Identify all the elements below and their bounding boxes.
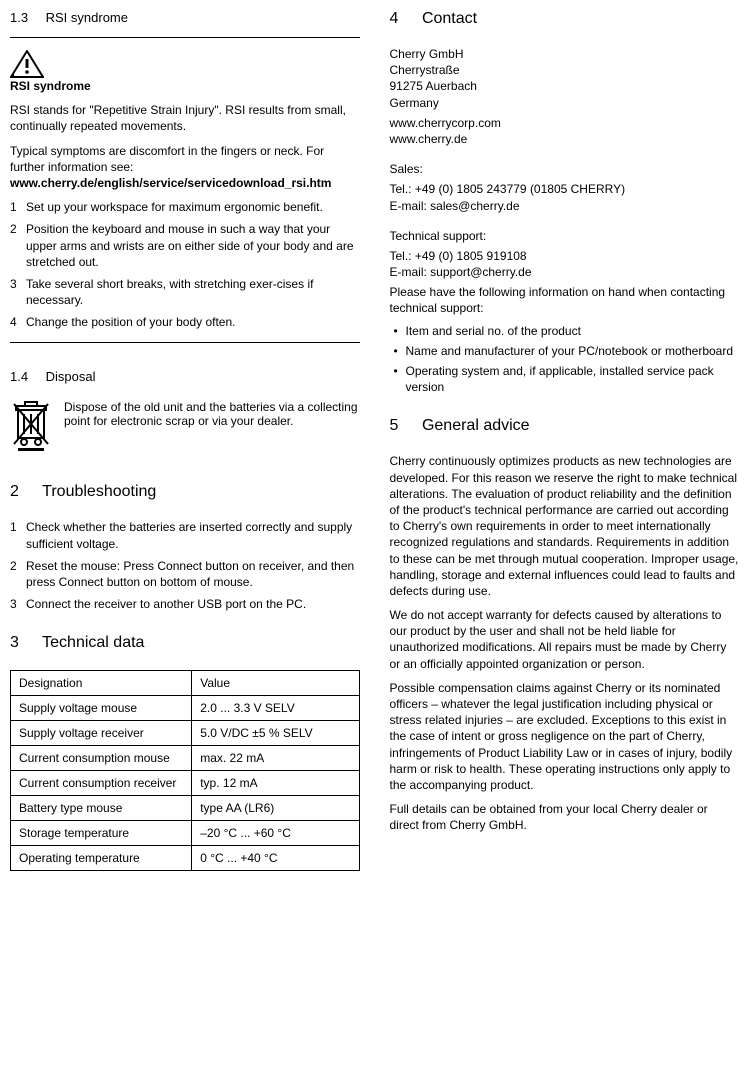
section-num: 5 — [390, 417, 418, 435]
section-title: Troubleshooting — [42, 483, 156, 500]
tech-support-bullets: Item and serial no. of the product Name a… — [390, 323, 740, 396]
table-cell: 0 °C ... +40 °C — [192, 846, 359, 871]
section-num: 4 — [390, 10, 418, 28]
table-cell: type AA (LR6) — [192, 796, 359, 821]
table-row: Operating temperature0 °C ... +40 °C — [11, 846, 360, 871]
table-row: Current consumption mousemax. 22 mA — [11, 746, 360, 771]
left-column: 1.3 RSI syndrome RSI syndrome RSI stands… — [10, 10, 360, 871]
advice-p1: Cherry continuously optimizes products a… — [390, 453, 740, 599]
tech-support-info: Please have the following information on… — [390, 284, 740, 316]
section-1-4-heading: 1.4 Disposal — [10, 369, 360, 384]
contact-address: Cherry GmbHCherrystraße91275 AuerbachGer… — [390, 46, 740, 111]
table-header: Value — [192, 671, 359, 696]
table-cell: Current consumption receiver — [11, 771, 192, 796]
section-title: Disposal — [46, 369, 96, 384]
table-cell: typ. 12 mA — [192, 771, 359, 796]
table-row: Battery type mousetype AA (LR6) — [11, 796, 360, 821]
troubleshooting-steps-list: Check whether the batteries are inserted… — [10, 519, 360, 612]
section-2-heading: 2 Troubleshooting — [10, 483, 360, 501]
technical-data-table: Designation Value Supply voltage mouse2.… — [10, 670, 360, 871]
list-item: Connect the receiver to another USB port… — [10, 596, 360, 612]
rsi-heading: RSI syndrome — [10, 78, 360, 94]
table-cell: 5.0 V/DC ±5 % SELV — [192, 721, 359, 746]
contact-web: www.cherrycorp.comwww.cherry.de — [390, 115, 740, 147]
list-item: Name and manufacturer of your PC/noteboo… — [390, 343, 740, 359]
rsi-p2: Typical symptoms are discomfort in the f… — [10, 143, 360, 192]
tech-support-heading: Technical support: — [390, 228, 740, 244]
section-title: General advice — [422, 417, 530, 434]
table-cell: Battery type mouse — [11, 796, 192, 821]
table-row: Supply voltage receiver5.0 V/DC ±5 % SEL… — [11, 721, 360, 746]
table-cell: Storage temperature — [11, 821, 192, 846]
warning-icon — [10, 50, 360, 78]
section-title: Contact — [422, 10, 477, 27]
table-cell: –20 °C ... +60 °C — [192, 821, 359, 846]
table-row: Supply voltage mouse2.0 ... 3.3 V SELV — [11, 696, 360, 721]
table-cell: Operating temperature — [11, 846, 192, 871]
table-header: Designation — [11, 671, 192, 696]
table-cell: Supply voltage mouse — [11, 696, 192, 721]
disposal-text: Dispose of the old unit and the batterie… — [64, 400, 360, 428]
list-item: Item and serial no. of the product — [390, 323, 740, 339]
section-num: 1.3 — [10, 10, 42, 25]
advice-p2: We do not accept warranty for defects ca… — [390, 607, 740, 672]
section-5-heading: 5 General advice — [390, 417, 740, 435]
sales-heading: Sales: — [390, 161, 740, 177]
list-item: Operating system and, if applicable, ins… — [390, 363, 740, 395]
rule — [10, 342, 360, 343]
section-title: Technical data — [42, 634, 144, 651]
sales-lines: Tel.: +49 (0) 1805 243779 (01805 CHERRY)… — [390, 181, 740, 213]
table-cell: max. 22 mA — [192, 746, 359, 771]
weee-bin-icon — [10, 400, 52, 455]
section-num: 1.4 — [10, 369, 42, 384]
table-row: Storage temperature–20 °C ... +60 °C — [11, 821, 360, 846]
section-num: 2 — [10, 483, 38, 501]
section-1-3-heading: 1.3 RSI syndrome — [10, 10, 360, 25]
list-item: Check whether the batteries are inserted… — [10, 519, 360, 551]
tech-support-lines: Tel.: +49 (0) 1805 919108E-mail: support… — [390, 248, 740, 280]
advice-p3: Possible compensation claims against Che… — [390, 680, 740, 793]
list-item: Change the position of your body often. — [10, 314, 360, 330]
rsi-p1: RSI stands for "Repetitive Strain Injury… — [10, 102, 360, 134]
table-cell: Supply voltage receiver — [11, 721, 192, 746]
list-item: Set up your workspace for maximum ergono… — [10, 199, 360, 215]
rule — [10, 37, 360, 38]
list-item: Position the keyboard and mouse in such … — [10, 221, 360, 270]
list-item: Take several short breaks, with stretchi… — [10, 276, 360, 308]
right-column: 4 Contact Cherry GmbHCherrystraße91275 A… — [390, 10, 740, 871]
advice-p4: Full details can be obtained from your l… — [390, 801, 740, 833]
table-row: Current consumption receivertyp. 12 mA — [11, 771, 360, 796]
section-title: RSI syndrome — [46, 10, 128, 25]
list-item: Reset the mouse: Press Connect button on… — [10, 558, 360, 590]
rsi-steps-list: Set up your workspace for maximum ergono… — [10, 199, 360, 330]
section-num: 3 — [10, 634, 38, 652]
section-4-heading: 4 Contact — [390, 10, 740, 28]
table-cell: 2.0 ... 3.3 V SELV — [192, 696, 359, 721]
section-3-heading: 3 Technical data — [10, 634, 360, 652]
table-cell: Current consumption mouse — [11, 746, 192, 771]
disposal-row: Dispose of the old unit and the batterie… — [10, 400, 360, 455]
